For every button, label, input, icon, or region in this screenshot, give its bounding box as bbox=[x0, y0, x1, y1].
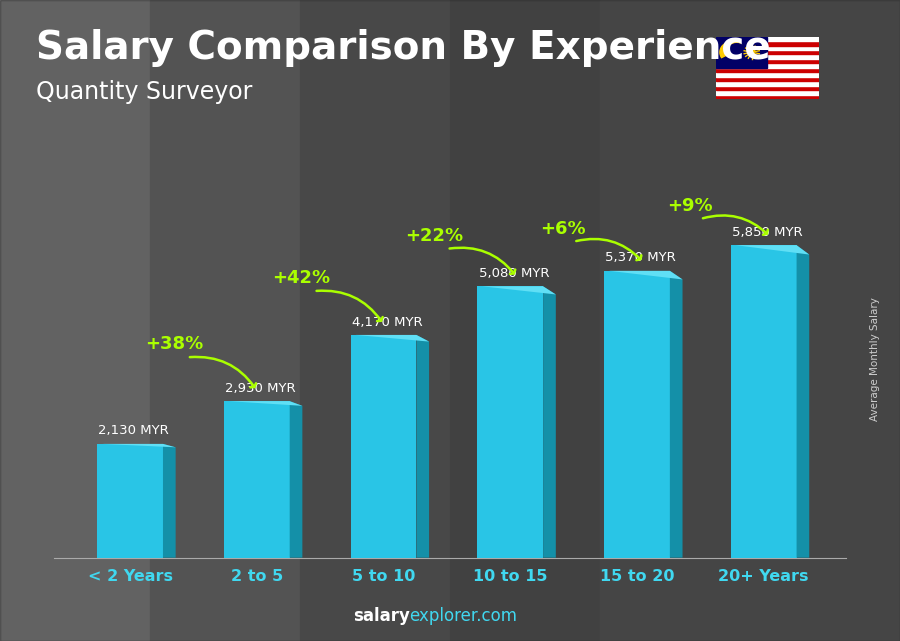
Polygon shape bbox=[97, 444, 176, 447]
Polygon shape bbox=[163, 444, 176, 558]
Text: Quantity Surveyor: Quantity Surveyor bbox=[36, 80, 252, 104]
Text: Average Monthly Salary: Average Monthly Salary bbox=[869, 297, 880, 421]
Bar bbox=[716, 90, 819, 95]
Bar bbox=[716, 72, 819, 77]
Bar bbox=[600, 0, 750, 641]
Bar bbox=[716, 37, 819, 41]
Bar bbox=[0, 0, 150, 641]
Polygon shape bbox=[796, 245, 809, 558]
Bar bbox=[716, 63, 819, 68]
Bar bbox=[350, 335, 417, 558]
Bar bbox=[716, 81, 819, 86]
Text: salary: salary bbox=[353, 607, 410, 625]
Bar bbox=[731, 245, 796, 558]
Bar bbox=[716, 95, 819, 99]
Wedge shape bbox=[720, 42, 744, 58]
Bar bbox=[750, 0, 900, 641]
Bar bbox=[150, 0, 300, 641]
Bar bbox=[716, 50, 819, 54]
Text: +6%: +6% bbox=[541, 220, 586, 238]
Bar bbox=[300, 0, 450, 641]
Bar bbox=[716, 86, 819, 90]
Bar bbox=[477, 287, 543, 558]
Bar bbox=[716, 46, 819, 50]
Bar bbox=[716, 68, 819, 72]
Bar bbox=[604, 271, 670, 558]
Bar bbox=[97, 444, 163, 558]
Polygon shape bbox=[350, 335, 429, 342]
Polygon shape bbox=[731, 245, 809, 254]
Text: +9%: +9% bbox=[667, 197, 713, 215]
Polygon shape bbox=[670, 271, 682, 558]
Polygon shape bbox=[290, 401, 302, 558]
Polygon shape bbox=[543, 287, 556, 558]
Text: 4,170 MYR: 4,170 MYR bbox=[352, 315, 423, 328]
Polygon shape bbox=[417, 335, 429, 558]
Circle shape bbox=[727, 44, 747, 61]
Text: explorer.com: explorer.com bbox=[410, 607, 518, 625]
Text: 2,930 MYR: 2,930 MYR bbox=[225, 382, 296, 395]
Text: 2,130 MYR: 2,130 MYR bbox=[98, 424, 169, 437]
Bar bbox=[716, 41, 819, 46]
Text: +42%: +42% bbox=[272, 269, 330, 287]
Polygon shape bbox=[224, 401, 302, 406]
Polygon shape bbox=[477, 287, 556, 294]
Text: +38%: +38% bbox=[145, 335, 203, 353]
Bar bbox=[716, 59, 819, 63]
Text: Salary Comparison By Experience: Salary Comparison By Experience bbox=[36, 29, 770, 67]
Polygon shape bbox=[604, 271, 682, 279]
Bar bbox=[450, 0, 600, 641]
Text: 5,370 MYR: 5,370 MYR bbox=[606, 251, 676, 264]
Bar bbox=[716, 77, 819, 81]
Text: 5,850 MYR: 5,850 MYR bbox=[732, 226, 803, 239]
Text: +22%: +22% bbox=[405, 227, 464, 245]
Bar bbox=[224, 401, 290, 558]
Bar bbox=[716, 54, 819, 59]
Bar bbox=[716, 37, 767, 68]
Text: 5,080 MYR: 5,080 MYR bbox=[479, 267, 549, 280]
